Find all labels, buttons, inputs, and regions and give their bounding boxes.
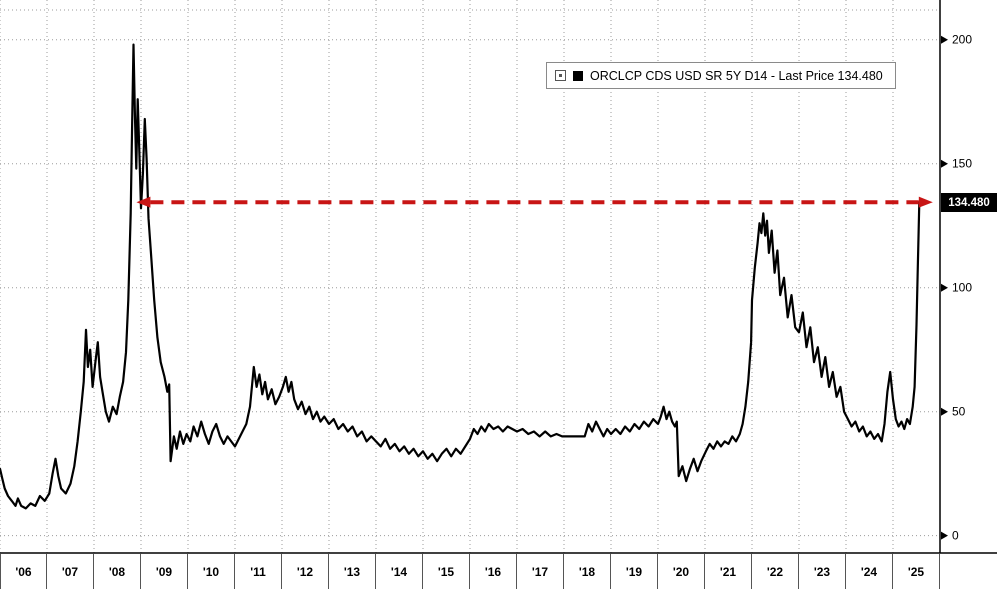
- x-axis: '06'07'08'09'10'11'12'13'14'15'16'17'18 '…: [0, 554, 940, 589]
- x-tick-label: '09: [141, 554, 188, 589]
- x-tick-label: '10: [188, 554, 235, 589]
- x-tick-label: '24: [846, 554, 893, 589]
- x-tick-label: '12: [282, 554, 329, 589]
- y-tick-label: 100: [952, 281, 972, 295]
- x-tick-label: '19: [611, 554, 658, 589]
- y-tick-arrow-icon: [941, 407, 948, 416]
- price-series-line: [0, 43, 921, 510]
- x-tick-label: '15: [423, 554, 470, 589]
- arrowhead-right-icon: [918, 196, 933, 208]
- x-tick-label: '13: [329, 554, 376, 589]
- x-tick-label: '07: [47, 554, 94, 589]
- y-tick-label: 50: [952, 405, 966, 419]
- x-tick-label: '18: [564, 554, 611, 589]
- legend-label: ORCLCP CDS USD SR 5Y D14 - Last Price 13…: [590, 68, 883, 83]
- y-tick-arrow-icon: [941, 35, 948, 44]
- x-tick-label: '17: [517, 554, 564, 589]
- legend-expand-icon[interactable]: [555, 70, 566, 81]
- y-tick-arrow-icon: [941, 159, 948, 168]
- series-color-swatch: [573, 70, 583, 81]
- y-tick-arrow-icon: [941, 283, 948, 292]
- y-tick-arrow-icon: [941, 531, 948, 540]
- x-tick-label: '21: [705, 554, 752, 589]
- x-tick-label: '22: [752, 554, 799, 589]
- chart-legend[interactable]: ORCLCP CDS USD SR 5Y D14 - Last Price 13…: [546, 62, 896, 89]
- last-price-badge: 134.480: [941, 193, 997, 212]
- x-tick-label: '08: [94, 554, 141, 589]
- last-price-value: 134.480: [948, 196, 990, 209]
- y-tick-label: 200: [952, 33, 972, 47]
- arrowhead-left-icon: [136, 196, 151, 208]
- x-tick-label: '20: [658, 554, 705, 589]
- x-tick-label: '25: [893, 554, 940, 589]
- y-tick-label: 0: [952, 529, 959, 543]
- x-tick-label: '16: [470, 554, 517, 589]
- x-tick-label: '23: [799, 554, 846, 589]
- x-tick-label: '06: [0, 554, 47, 589]
- x-tick-label: '11: [235, 554, 282, 589]
- y-tick-label: 150: [952, 157, 972, 171]
- x-tick-label: '14: [376, 554, 423, 589]
